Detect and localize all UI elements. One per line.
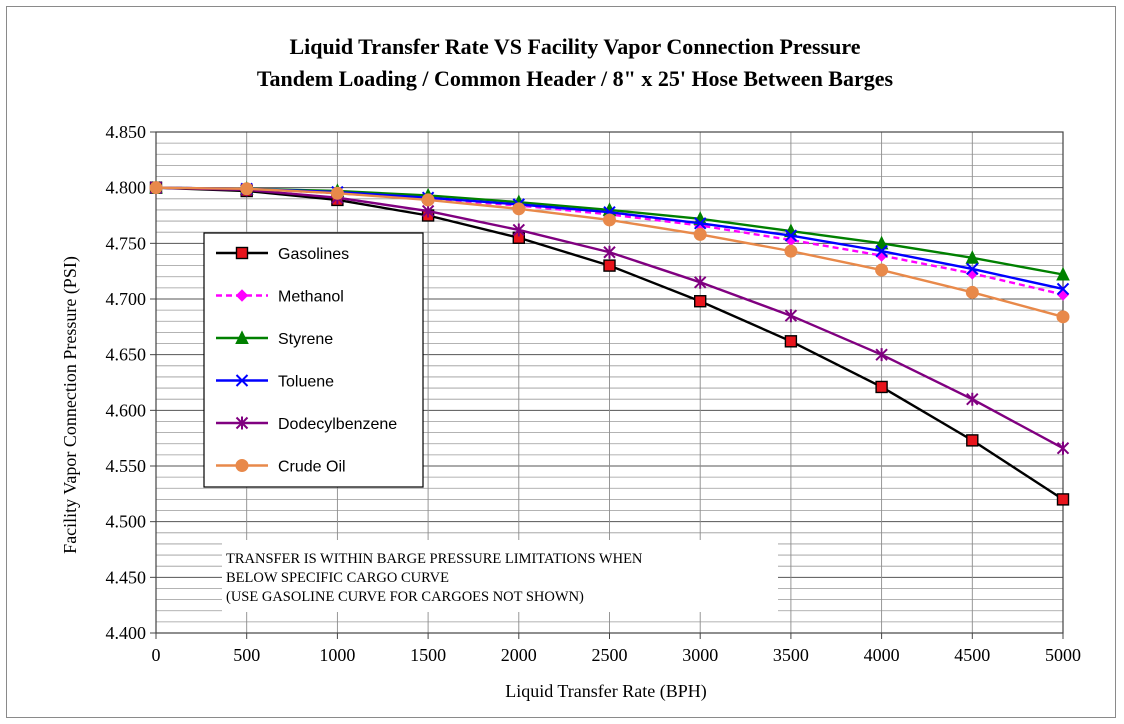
x-axis-ticks: 0 500 1000 1500 2000 2500 3000 3500 4000 4500 5000	[152, 633, 1081, 665]
data-point-crude-oil	[1056, 310, 1070, 324]
data-point-gasolines	[966, 434, 979, 447]
x-tick-label: 0	[152, 645, 161, 665]
y-tick-label: 4.550	[106, 456, 147, 476]
x-tick-label: 5000	[1045, 645, 1081, 665]
data-point-crude-oil	[784, 244, 798, 258]
annotation-box: TRANSFER IS WITHIN BARGE PRESSURE LIMITA…	[222, 540, 778, 612]
y-axis-ticks: 4.400 4.450 4.500 4.550 4.600 4.650 4.700 4.750…	[106, 122, 156, 643]
data-point-styrene	[874, 235, 889, 250]
data-point-crude-oil	[512, 202, 526, 216]
data-point-dodecylbenzene	[603, 245, 616, 259]
legend-marker-gasolines	[235, 246, 249, 260]
data-point-gasolines	[603, 259, 616, 272]
x-tick-label: 500	[233, 645, 260, 665]
legend-label-styrene: Styrene	[278, 331, 333, 348]
y-tick-label: 4.450	[106, 567, 147, 587]
y-tick-label: 4.800	[106, 178, 147, 198]
legend-marker-dodecylbenzene	[235, 416, 249, 430]
data-point-dodecylbenzene	[784, 309, 798, 323]
x-tick-label: 1500	[410, 645, 446, 665]
data-point-gasolines	[1056, 493, 1070, 506]
y-axis-label: Facility Vapor Connection Pressure (PSI)	[60, 256, 81, 554]
annotation-line-2: BELOW SPECIFIC CARGO CURVE	[226, 570, 449, 586]
legend-marker-methanol	[235, 289, 249, 302]
data-point-dodecylbenzene	[693, 275, 707, 289]
data-point-crude-oil	[421, 193, 435, 207]
legend-label-methanol: Methanol	[278, 289, 344, 306]
y-tick-label: 4.500	[106, 512, 147, 532]
y-tick-label: 4.750	[106, 233, 147, 253]
data-point-styrene	[1056, 266, 1070, 281]
data-point-dodecylbenzene	[421, 204, 435, 218]
legend-box	[203, 232, 424, 488]
legend: Gasolines Methanol Styrene Toluene Dodecylbe…	[203, 232, 424, 488]
data-point-toluene	[1056, 282, 1070, 296]
data-point-gasolines	[875, 380, 888, 394]
x-tick-label: 4000	[864, 645, 900, 665]
data-point-toluene	[784, 229, 798, 242]
y-tick-label: 4.650	[106, 345, 147, 365]
x-axis-label: Liquid Transfer Rate (BPH)	[505, 681, 707, 702]
chart-title: Liquid Transfer Rate VS Facility Vapor C…	[289, 34, 860, 59]
x-tick-label: 3500	[773, 645, 809, 665]
data-point-toluene	[875, 244, 888, 258]
data-point-dodecylbenzene	[512, 223, 526, 237]
chart-subtitle: Tandem Loading / Common Header / 8" x 25…	[257, 66, 894, 91]
data-point-dodecylbenzene	[1056, 441, 1070, 455]
x-tick-label: 4500	[954, 645, 990, 665]
legend-marker-crude-oil	[235, 459, 249, 472]
data-point-crude-oil	[875, 263, 889, 277]
data-point-dodecylbenzene	[875, 348, 888, 362]
data-point-crude-oil	[149, 181, 163, 195]
data-point-toluene	[966, 262, 979, 276]
legend-marker-styrene	[235, 330, 249, 344]
legend-label-dodecylbenzene: Dodecylbenzene	[278, 416, 397, 433]
y-tick-label: 4.850	[106, 122, 147, 142]
data-point-crude-oil	[693, 227, 707, 241]
x-tick-label: 2500	[592, 645, 628, 665]
series-lines	[149, 180, 1070, 506]
x-tick-label: 1000	[319, 645, 355, 665]
data-point-gasolines	[694, 295, 707, 308]
data-point-crude-oil	[240, 182, 254, 196]
x-tick-label: 2000	[501, 645, 537, 665]
annotation-line-1: TRANSFER IS WITHIN BARGE PRESSURE LIMITA…	[226, 551, 643, 567]
data-point-crude-oil	[965, 285, 979, 299]
legend-label-gasolines: Gasolines	[278, 246, 349, 263]
legend-label-crude-oil: Crude Oil	[278, 459, 346, 476]
y-tick-label: 4.400	[106, 623, 147, 643]
data-point-toluene	[693, 217, 707, 230]
data-point-crude-oil	[603, 213, 616, 227]
y-tick-label: 4.600	[106, 400, 147, 420]
legend-marker-toluene	[235, 374, 249, 387]
x-tick-label: 3000	[682, 645, 718, 665]
data-point-gasolines	[784, 335, 798, 348]
data-point-crude-oil	[330, 186, 344, 200]
series-crude-oil	[149, 181, 1070, 324]
data-point-dodecylbenzene	[966, 392, 979, 406]
legend-label-toluene: Toluene	[278, 374, 334, 391]
y-tick-label: 4.700	[106, 289, 147, 309]
annotation-line-3: (USE GASOLINE CURVE FOR CARGOES NOT SHOW…	[226, 589, 584, 605]
data-point-styrene	[965, 250, 980, 264]
